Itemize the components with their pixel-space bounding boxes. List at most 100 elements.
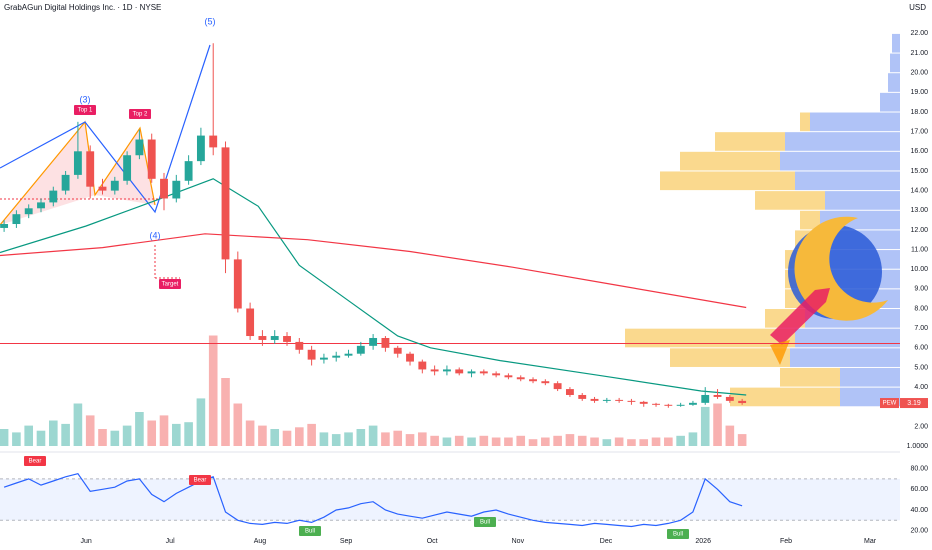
volume-profile-bar	[730, 387, 840, 407]
candle-body	[578, 394, 587, 399]
candle-body	[602, 399, 611, 401]
volume-bar	[233, 403, 243, 446]
wave-line	[0, 44, 211, 214]
candle-body	[725, 396, 734, 401]
moving-average	[0, 178, 747, 396]
candle-body	[61, 174, 70, 191]
volume-bar	[676, 435, 685, 446]
candle-body	[516, 377, 525, 380]
candle-body	[676, 404, 685, 406]
rsi-band	[0, 478, 900, 521]
chart-title: GrabAGun Digital Holdings Inc. · 1D · NY…	[4, 3, 161, 12]
volume-bar	[73, 403, 83, 446]
x-tick-label: 2026	[695, 538, 711, 545]
volume-bar	[454, 435, 464, 446]
volume-bar	[196, 398, 206, 446]
volume-profile-bar	[892, 33, 900, 53]
volume-bar	[147, 420, 157, 446]
volume-bar	[565, 434, 575, 446]
volume-profile-bar	[795, 328, 900, 348]
currency: USD	[909, 3, 926, 12]
y-tick-label: 17.00	[910, 129, 928, 136]
y-tick-label: 16.00	[910, 148, 928, 155]
volume-bar	[553, 435, 562, 446]
moving-average	[0, 233, 747, 309]
volume-bar	[307, 423, 316, 446]
y-tick-label: 10.00	[910, 266, 928, 273]
candle-body	[196, 135, 205, 162]
rsi-tick-label: 40.00	[910, 507, 928, 514]
volume-bar	[491, 437, 501, 446]
volume-profile-bar	[795, 171, 900, 191]
candle-body	[344, 353, 353, 356]
volume-bar	[627, 439, 636, 446]
candle-body	[455, 369, 464, 374]
emoji-flame	[770, 340, 790, 365]
annotation-box	[129, 109, 151, 119]
volume-bar	[528, 439, 538, 446]
volume-bar	[393, 430, 403, 446]
volume-bar	[651, 437, 661, 446]
volume-bar	[61, 423, 70, 446]
candle-body	[590, 398, 599, 401]
candle-body	[73, 151, 82, 175]
annotation: Bull	[305, 529, 315, 535]
volume-bar	[36, 430, 46, 446]
y-tick-label: 5.00	[914, 364, 928, 371]
volume-bar	[85, 415, 95, 446]
volume-profile-bar	[810, 112, 900, 132]
volume-bar	[12, 432, 21, 446]
y-tick-label: 18.00	[910, 109, 928, 116]
y-tick-label: 9.00	[914, 286, 928, 293]
candle-body	[467, 371, 476, 374]
annotation: Bull	[480, 520, 490, 526]
candle-body	[49, 190, 58, 203]
volume-bar	[405, 434, 415, 446]
candle-body	[713, 394, 722, 397]
volume-bar	[381, 432, 390, 446]
volume-bar	[577, 435, 587, 446]
x-tick-label: Oct	[427, 538, 438, 545]
volume-profile-bar	[800, 210, 820, 230]
volume-bar	[737, 434, 747, 446]
candle-body	[0, 224, 9, 228]
volume-profile-bar	[880, 92, 900, 112]
candle-body	[381, 337, 390, 348]
rsi-tick-label: 20.00	[910, 527, 928, 534]
volume-profile-bar	[755, 191, 825, 210]
price-tag: PEW	[883, 401, 897, 407]
y-tick-label: 12.00	[910, 227, 928, 234]
candle-body	[356, 345, 365, 354]
candle-body	[283, 336, 291, 342]
candle-body	[369, 337, 378, 346]
volume-bar	[98, 429, 107, 446]
annotation: (3)	[80, 94, 91, 104]
candle-body	[258, 336, 267, 340]
annotation-box	[474, 517, 496, 527]
y-tick-label: 2.00	[914, 423, 928, 430]
annotation: Top 2	[133, 112, 148, 118]
volume-bar	[664, 437, 673, 446]
candle-body	[123, 155, 132, 181]
annotation: Bear	[29, 459, 42, 465]
candle-body	[270, 336, 279, 340]
volume-bar	[541, 437, 550, 446]
candle-body	[418, 361, 427, 370]
candle-body	[319, 357, 328, 360]
volume-bar	[430, 435, 439, 446]
candle-body	[627, 400, 636, 402]
volume-bar	[24, 425, 34, 446]
volume-bar	[479, 435, 489, 446]
annotation: (5)	[205, 16, 216, 26]
candle-body	[24, 208, 33, 215]
candle-body	[689, 402, 697, 405]
volume-profile-bar	[670, 348, 790, 367]
candle-body	[553, 383, 562, 390]
volume-profile-bar	[780, 367, 840, 387]
volume-profile-bar	[890, 53, 900, 73]
y-tick-label: 4.00	[914, 384, 928, 391]
candle-body	[295, 341, 304, 350]
candle-body	[160, 178, 168, 199]
volume-bar	[590, 437, 599, 446]
